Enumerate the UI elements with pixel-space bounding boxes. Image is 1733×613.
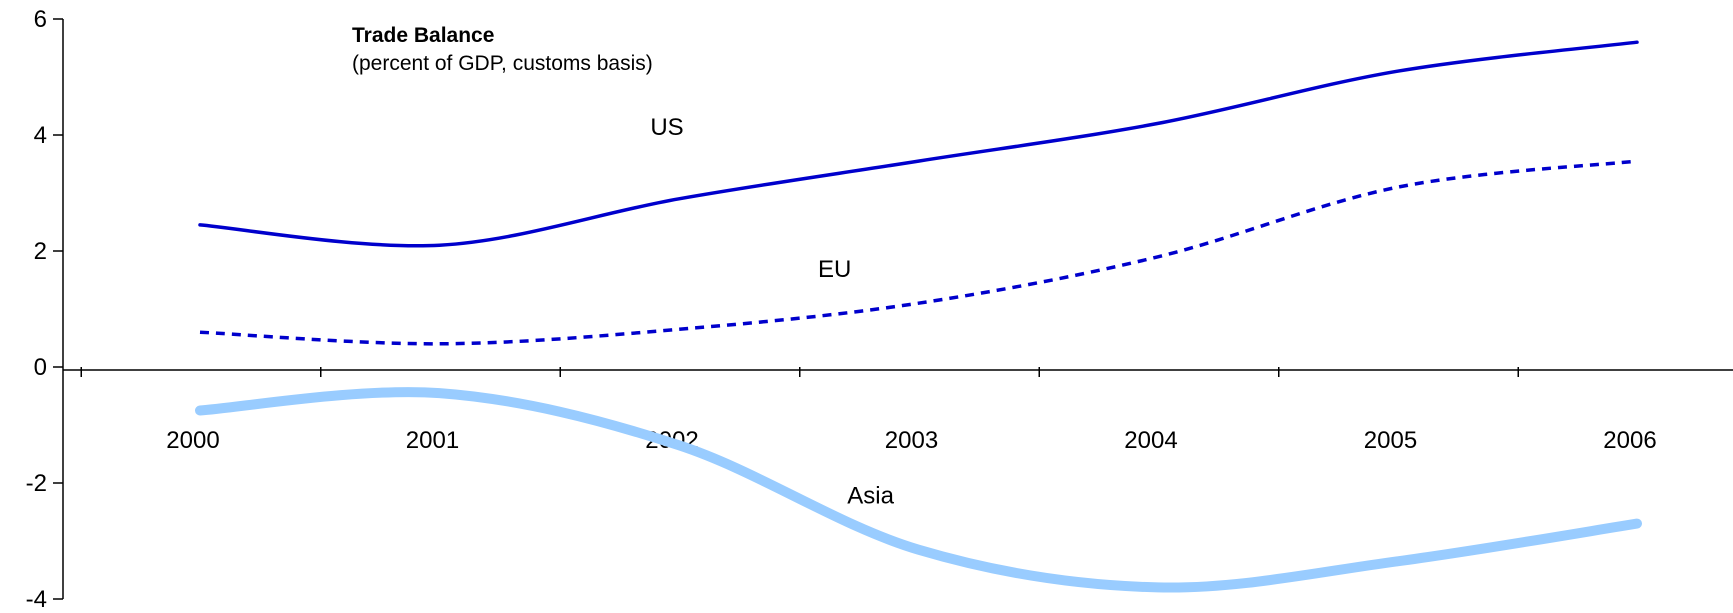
x-axis: 2000 2001 2002 2003 2004 2005 2006 [63,367,1733,454]
series-label-eu: EU [818,256,851,283]
y-axis: -4 -2 0 2 4 6 [26,6,64,613]
chart-title: Trade Balance [352,24,494,47]
series-line-us [198,40,1639,248]
y-tick-label: -2 [26,470,47,497]
x-tick-label: 2005 [1364,427,1417,454]
y-tick-label: 4 [34,122,47,149]
chart-subtitle: (percent of GDP, customs basis) [352,52,653,75]
y-tick-label: 0 [34,354,47,381]
y-tick-label: 2 [34,238,47,265]
x-tick-label: 2001 [406,427,459,454]
y-tick-label: -4 [26,586,47,613]
series-line-eu [199,159,1638,346]
series-labels: US EU Asia [650,114,894,509]
series-label-us: US [650,114,683,141]
x-tick-label: 2000 [166,427,219,454]
y-tick-label: 6 [34,6,47,33]
x-tick-label: 2006 [1603,427,1656,454]
series-line-asia [195,387,1642,593]
series-layer [195,40,1642,593]
x-tick-label: 2003 [885,427,938,454]
x-tick-label: 2004 [1124,427,1177,454]
series-label-asia: Asia [847,482,894,509]
